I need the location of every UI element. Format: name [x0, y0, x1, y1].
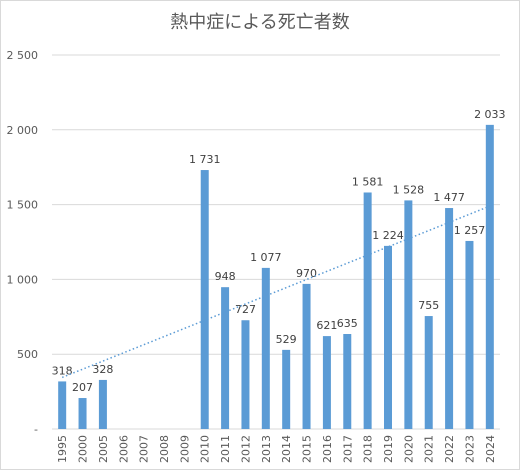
x-tick-label: 2000	[77, 435, 90, 463]
data-label: 1 077	[250, 251, 282, 264]
data-label: 1 731	[189, 153, 221, 166]
bar	[200, 170, 209, 429]
x-tick-label: 2022	[443, 435, 456, 463]
data-label: 1 528	[393, 183, 425, 196]
y-tick-label: 2 000	[7, 124, 39, 137]
bar	[98, 379, 107, 429]
x-tick-label: 2016	[321, 435, 334, 463]
data-label: 207	[72, 381, 93, 394]
x-tick-label: 2014	[280, 435, 293, 463]
y-tick-label: 1 000	[7, 273, 39, 286]
bar	[404, 200, 413, 429]
data-label: 621	[316, 319, 337, 332]
bar	[424, 316, 433, 429]
bar	[343, 334, 352, 429]
x-tick-label: 1995	[56, 435, 69, 463]
x-tick-label: 2019	[382, 435, 395, 463]
x-tick-label: 2011	[219, 435, 232, 463]
data-label: 328	[92, 363, 113, 376]
x-tick-label: 2006	[117, 435, 130, 463]
bar	[445, 208, 454, 429]
y-tick-label: -	[34, 423, 38, 436]
data-label: 1 224	[372, 229, 404, 242]
chart-title: 熱中症による死亡者数	[170, 12, 350, 33]
x-tick-label: 2015	[301, 435, 314, 463]
data-label: 635	[337, 317, 358, 330]
bar	[465, 240, 474, 429]
data-label: 1 257	[454, 224, 486, 237]
data-label: 1 581	[352, 175, 384, 188]
bar	[485, 124, 494, 430]
x-tick-label: 2024	[484, 435, 497, 463]
bar	[363, 192, 372, 429]
data-label: 755	[418, 299, 439, 312]
x-tick-label: 2012	[239, 435, 252, 463]
x-tick-label: 2005	[97, 435, 110, 463]
bar	[282, 349, 291, 429]
y-tick-label: 500	[17, 348, 38, 361]
y-tick-label: 2 500	[7, 49, 39, 62]
bar	[322, 336, 331, 429]
bar	[302, 283, 311, 429]
bar	[384, 245, 392, 429]
data-label: 529	[276, 333, 297, 346]
x-tick-label: 2009	[178, 435, 191, 463]
data-label: 1 477	[433, 191, 465, 204]
y-tick-label: 1 500	[7, 199, 39, 212]
data-label: 970	[296, 267, 317, 280]
x-tick-label: 2023	[463, 435, 476, 463]
x-tick-label: 2013	[260, 435, 273, 463]
x-tick-label: 2010	[199, 435, 212, 463]
data-label: 2 033	[474, 108, 506, 121]
data-label: 318	[52, 364, 73, 377]
x-tick-label: 2018	[362, 435, 375, 463]
x-tick-label: 2007	[138, 435, 151, 463]
x-tick-label: 2021	[423, 435, 436, 463]
x-tick-label: 2020	[402, 435, 415, 463]
bar	[241, 320, 250, 429]
x-tick-label: 2008	[158, 435, 171, 463]
data-label: 948	[215, 270, 236, 283]
bar	[58, 381, 67, 429]
bar	[261, 267, 270, 429]
x-tick-label: 2017	[341, 435, 354, 463]
bar	[221, 287, 230, 429]
trendline	[61, 205, 491, 379]
bar	[78, 398, 87, 429]
data-label: 727	[235, 303, 256, 316]
